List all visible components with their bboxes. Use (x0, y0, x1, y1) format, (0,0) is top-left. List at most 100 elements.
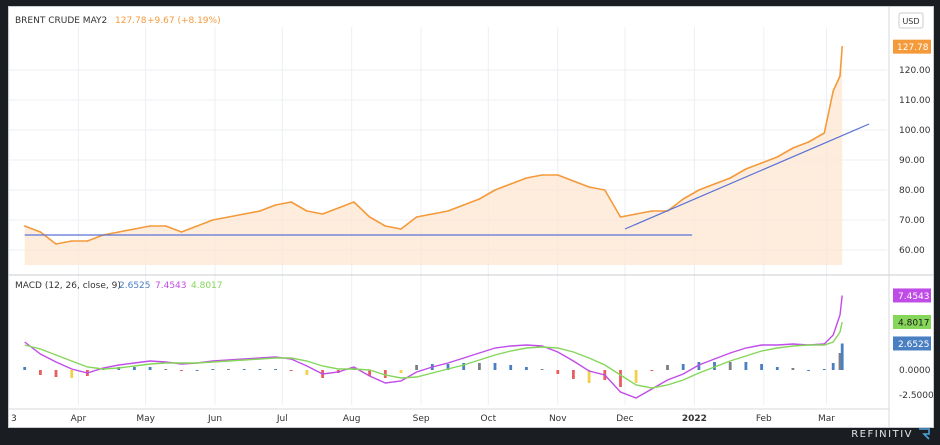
macd-histogram-bar (509, 365, 513, 370)
macd-histogram-bar (415, 365, 418, 370)
macd-histogram-bar (148, 367, 152, 370)
macd-histogram-bar (525, 367, 528, 370)
price-point (682, 198, 684, 200)
price-point (541, 174, 543, 176)
price-point (729, 177, 731, 179)
price-point (196, 225, 198, 227)
symbol-title: BRENT CRUDE MAY2 (15, 16, 107, 26)
price-point (306, 210, 308, 212)
price-point (212, 219, 214, 221)
price-point (841, 45, 843, 48)
price-area-fill (24, 46, 843, 266)
time-tick-label: Mar (818, 414, 835, 424)
macd-histogram-bar (211, 369, 215, 370)
price-point (745, 168, 747, 170)
macd-histogram-bar (713, 362, 716, 370)
time-tick-label: 2022 (682, 414, 707, 424)
time-tick-label: 3 (11, 414, 17, 424)
macd-value-badge-label: 4.8017 (898, 318, 930, 328)
price-point (776, 156, 779, 158)
macd-histogram-bar (791, 368, 795, 370)
macd-histogram-bar (164, 369, 168, 370)
macd-histogram-bar (744, 362, 748, 370)
macd-histogram-bar (650, 370, 654, 371)
price-point (118, 231, 120, 233)
price-point (713, 183, 716, 185)
time-tick-label: May (136, 414, 155, 424)
hist-header-value: 4.8017 (191, 281, 223, 291)
macd-tick-label: 0.0000 (899, 366, 931, 376)
price-point (55, 243, 57, 245)
currency-label: USD (902, 17, 919, 26)
last-price-value: 127.78 (115, 16, 147, 26)
rising-trendline[interactable] (624, 123, 870, 230)
price-point (321, 213, 324, 215)
price-tick-label: 110.00 (899, 96, 931, 106)
macd-histogram-bar (383, 370, 387, 378)
macd-histogram-bar (274, 369, 277, 370)
price-point (572, 180, 575, 182)
macd-histogram-bar (54, 370, 58, 377)
macd-histogram-bar (556, 370, 560, 374)
signal-line[interactable] (24, 321, 843, 389)
price-point (368, 216, 371, 218)
currency-button[interactable] (898, 12, 924, 29)
price-tick-label: 120.00 (899, 66, 931, 76)
price-change-value: +9.67 (+8.19%) (147, 16, 221, 26)
macd-histogram-bar (666, 365, 669, 370)
time-tick-label: Oct (481, 414, 497, 424)
price-point (635, 213, 637, 215)
price-point (588, 186, 590, 188)
time-tick-label: Apr (71, 414, 87, 424)
price-point (337, 207, 340, 209)
macd-line[interactable] (24, 295, 843, 399)
macd-histogram-bar (540, 369, 544, 370)
macd-histogram-bar (697, 362, 701, 370)
macd-histogram-bar (462, 363, 466, 370)
price-point (525, 177, 528, 179)
macd-histogram-bar (728, 362, 732, 370)
price-point (133, 228, 136, 230)
price-point (494, 189, 496, 191)
macd-header-value: 2.6525 (119, 281, 151, 291)
price-point (604, 189, 606, 191)
macd-value-badge (893, 336, 931, 351)
price-point (823, 132, 826, 134)
price-point (243, 213, 245, 215)
macd-value-badge-label: 2.6525 (898, 340, 930, 350)
price-point (698, 189, 700, 191)
macd-histogram-bar (258, 369, 262, 370)
time-tick-label: Feb (756, 414, 772, 424)
price-chart[interactable]: BRENT CRUDE MAY2 127.78 +9.67 (+8.19%) USD1… (9, 7, 933, 427)
last-price-badge-label: 127.78 (897, 43, 929, 53)
price-point (792, 147, 794, 149)
price-point (431, 213, 434, 215)
price-point (839, 75, 841, 77)
price-point (165, 225, 167, 227)
price-point (400, 228, 402, 230)
macd-histogram-bar (572, 370, 575, 379)
macd-histogram-bar (822, 369, 826, 370)
signal-header-value: 7.4543 (155, 281, 187, 291)
price-point (760, 162, 763, 164)
chart-panel: BRENT CRUDE MAY2 127.78 +9.67 (+8.19%) USD 1… (8, 6, 934, 428)
macd-histogram-bar (619, 370, 622, 387)
macd-histogram-bar (446, 364, 450, 370)
macd-value-badge (893, 314, 931, 329)
macd-histogram-bar (587, 370, 591, 383)
price-tick-label: 70.00 (899, 216, 925, 226)
macd-histogram-bar (289, 370, 293, 371)
price-point (86, 240, 89, 242)
price-point (462, 204, 465, 206)
price-point (509, 183, 512, 185)
macd-histogram-bar (39, 370, 42, 375)
time-tick-label: Jun (207, 414, 222, 424)
macd-histogram-bar (195, 370, 199, 371)
brand-name: REFINITIV (851, 428, 913, 440)
macd-histogram-bar (70, 370, 74, 378)
price-tick-label: 100.00 (899, 126, 931, 136)
price-point (149, 225, 151, 227)
price-point (807, 141, 810, 143)
macd-histogram-bar (23, 367, 27, 370)
